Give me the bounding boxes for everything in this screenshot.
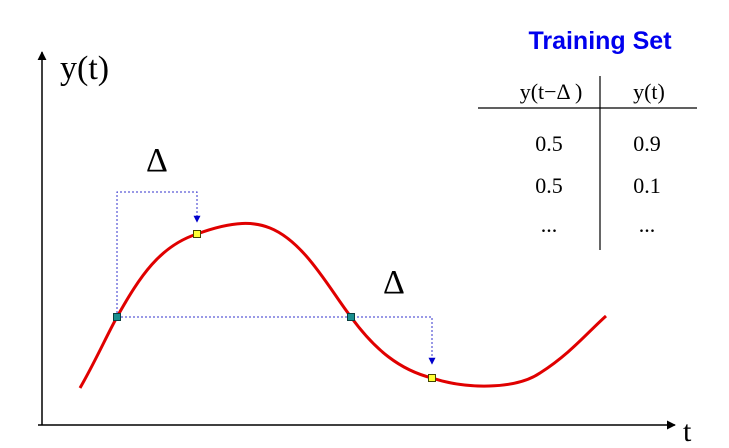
table-cell-r2-output: 0.1 bbox=[633, 173, 661, 198]
delta-construction-upper bbox=[116, 191, 201, 317]
sample-point-teal-2 bbox=[347, 313, 355, 321]
delta-bracket-upper bbox=[116, 191, 201, 317]
delta-label-upper: Δ bbox=[146, 142, 168, 179]
x-axis-label: t bbox=[683, 415, 692, 448]
delta-label-lower: Δ bbox=[383, 264, 405, 301]
sample-point-teal-1 bbox=[113, 313, 121, 321]
sample-point-yellow-2 bbox=[428, 374, 436, 382]
delta-bracket-lower bbox=[117, 316, 436, 365]
table-cell-r1-output: 0.9 bbox=[633, 131, 661, 156]
time-series-curve bbox=[78, 221, 607, 389]
delta-construction-lower bbox=[117, 316, 436, 365]
table-header-input: y(t−Δ ) bbox=[520, 79, 583, 104]
table-cell-r2-input: 0.5 bbox=[535, 173, 563, 198]
y-axis-label: y(t) bbox=[60, 50, 109, 87]
table-header-output: y(t) bbox=[633, 79, 665, 104]
table-cell-r3-output: ... bbox=[639, 212, 656, 237]
sample-point-yellow-1 bbox=[193, 230, 201, 238]
table-cell-r1-input: 0.5 bbox=[535, 131, 563, 156]
training-set-table: y(t−Δ ) y(t) 0.5 0.9 0.5 0.1 ... ... bbox=[478, 76, 697, 250]
training-set-title: Training Set bbox=[528, 27, 672, 55]
table-cell-r3-input: ... bbox=[541, 212, 558, 237]
